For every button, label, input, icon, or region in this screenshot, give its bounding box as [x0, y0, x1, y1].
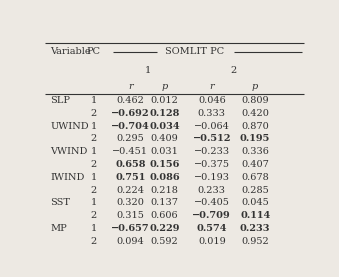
Text: −0.405: −0.405: [194, 198, 230, 207]
Text: UWIND: UWIND: [50, 122, 89, 130]
Text: 1: 1: [144, 66, 151, 75]
Text: 0.462: 0.462: [117, 96, 144, 105]
Text: 0.218: 0.218: [151, 186, 178, 194]
Text: 0.336: 0.336: [241, 147, 269, 156]
Text: 0.156: 0.156: [149, 160, 180, 169]
Text: 0.019: 0.019: [198, 237, 226, 246]
Text: 0.031: 0.031: [151, 147, 178, 156]
Text: −0.657: −0.657: [111, 224, 150, 233]
Text: MP: MP: [50, 224, 67, 233]
Text: −0.704: −0.704: [111, 122, 150, 130]
Text: 0.137: 0.137: [151, 198, 179, 207]
Text: SOMLIT PC: SOMLIT PC: [165, 47, 224, 57]
Text: 0.409: 0.409: [151, 134, 178, 143]
Text: 0.295: 0.295: [117, 134, 144, 143]
Text: 0.045: 0.045: [241, 198, 269, 207]
Text: 1: 1: [91, 173, 97, 182]
Text: 0.114: 0.114: [240, 211, 270, 220]
Text: 0.224: 0.224: [116, 186, 144, 194]
Text: 0.592: 0.592: [151, 237, 178, 246]
Text: 0.285: 0.285: [241, 186, 269, 194]
Text: 0.233: 0.233: [240, 224, 271, 233]
Text: 1: 1: [91, 147, 97, 156]
Text: −0.709: −0.709: [193, 211, 231, 220]
Text: 2: 2: [91, 211, 97, 220]
Text: 0.315: 0.315: [117, 211, 144, 220]
Text: 0.128: 0.128: [149, 109, 180, 118]
Text: 0.606: 0.606: [151, 211, 178, 220]
Text: 1: 1: [91, 198, 97, 207]
Text: 0.229: 0.229: [149, 224, 180, 233]
Text: −0.375: −0.375: [194, 160, 230, 169]
Text: −0.193: −0.193: [194, 173, 230, 182]
Text: 0.658: 0.658: [115, 160, 146, 169]
Text: p: p: [161, 81, 168, 91]
Text: 2: 2: [91, 186, 97, 194]
Text: 0.333: 0.333: [198, 109, 226, 118]
Text: −0.692: −0.692: [111, 109, 150, 118]
Text: −0.512: −0.512: [193, 134, 231, 143]
Text: 0.012: 0.012: [151, 96, 178, 105]
Text: 0.678: 0.678: [241, 173, 269, 182]
Text: PC: PC: [86, 47, 101, 57]
Text: 1: 1: [91, 224, 97, 233]
Text: 0.809: 0.809: [241, 96, 269, 105]
Text: −0.064: −0.064: [194, 122, 230, 130]
Text: 0.574: 0.574: [197, 224, 227, 233]
Text: r: r: [128, 81, 133, 91]
Text: r: r: [210, 81, 214, 91]
Text: 2: 2: [231, 66, 237, 75]
Text: SLP: SLP: [50, 96, 70, 105]
Text: 0.233: 0.233: [198, 186, 226, 194]
Text: 0.407: 0.407: [241, 160, 269, 169]
Text: 0.870: 0.870: [241, 122, 269, 130]
Text: 1: 1: [91, 96, 97, 105]
Text: −0.451: −0.451: [113, 147, 148, 156]
Text: −0.233: −0.233: [194, 147, 230, 156]
Text: IWIND: IWIND: [50, 173, 85, 182]
Text: 0.420: 0.420: [241, 109, 269, 118]
Text: 2: 2: [91, 160, 97, 169]
Text: 0.086: 0.086: [149, 173, 180, 182]
Text: 2: 2: [91, 237, 97, 246]
Text: VWIND: VWIND: [50, 147, 88, 156]
Text: SST: SST: [50, 198, 70, 207]
Text: 0.952: 0.952: [241, 237, 269, 246]
Text: 2: 2: [91, 109, 97, 118]
Text: 0.094: 0.094: [117, 237, 144, 246]
Text: 0.751: 0.751: [115, 173, 145, 182]
Text: 1: 1: [91, 122, 97, 130]
Text: 0.034: 0.034: [149, 122, 180, 130]
Text: 0.320: 0.320: [117, 198, 144, 207]
Text: p: p: [252, 81, 258, 91]
Text: 0.195: 0.195: [240, 134, 271, 143]
Text: Variable: Variable: [50, 47, 91, 57]
Text: 0.046: 0.046: [198, 96, 226, 105]
Text: 2: 2: [91, 134, 97, 143]
